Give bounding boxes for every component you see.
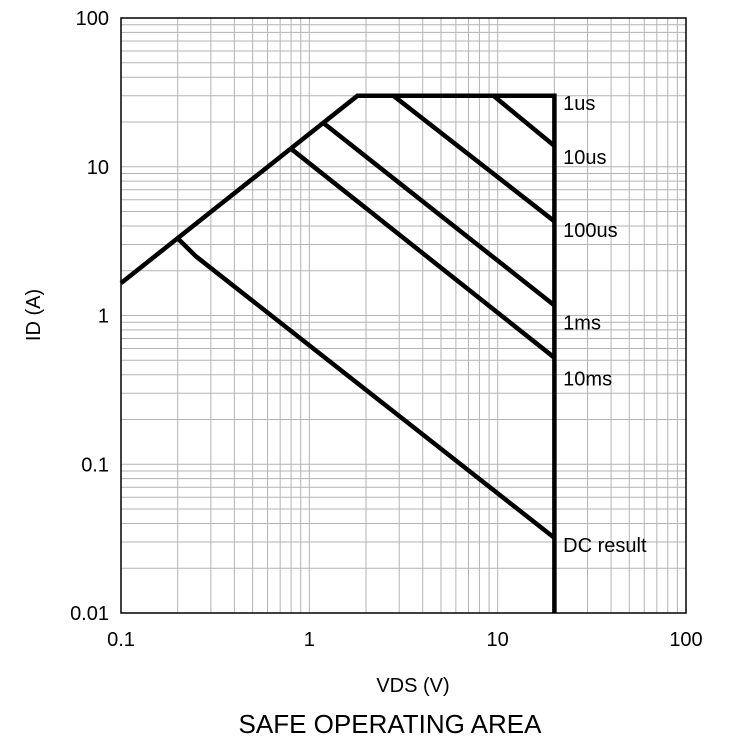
curve-label: 1ms bbox=[563, 313, 601, 335]
series-line-dc-result bbox=[176, 236, 556, 540]
tick-labels: 0.1 1 10 100 0.01 0.1 1 10 100 bbox=[70, 8, 703, 651]
y-tick-label: 10 bbox=[87, 157, 109, 179]
curve-label: DC result bbox=[563, 535, 647, 557]
y-tick-label: 100 bbox=[76, 8, 109, 30]
plot-frame bbox=[120, 17, 687, 614]
y-axis-label: ID (A) bbox=[23, 289, 45, 341]
chart-title: SAFE OPERATING AREA bbox=[239, 709, 543, 738]
grid bbox=[120, 18, 686, 614]
x-tick-label: 10 bbox=[487, 629, 509, 651]
x-tick-label: 100 bbox=[669, 629, 702, 651]
series-line-100us bbox=[322, 121, 556, 308]
y-tick-label: 0.1 bbox=[81, 454, 109, 476]
x-axis-label: VDS (V) bbox=[376, 675, 449, 697]
series-line-1us bbox=[492, 94, 556, 148]
curve-label: 1us bbox=[563, 93, 595, 115]
y-tick-label: 1 bbox=[98, 306, 109, 328]
series-line-10us bbox=[392, 94, 556, 224]
x-tick-label: 1 bbox=[304, 629, 315, 651]
series-line-1ms bbox=[289, 147, 556, 360]
plot-border bbox=[120, 17, 687, 614]
series-lines bbox=[119, 93, 557, 613]
curve-labels: 1us 10us 100us 1ms 10ms DC result bbox=[563, 93, 647, 557]
curve-label: 10ms bbox=[563, 369, 612, 391]
x-tick-label: 0.1 bbox=[107, 629, 135, 651]
y-tick-label: 0.01 bbox=[70, 603, 109, 625]
curve-label: 10us bbox=[563, 147, 606, 169]
soa-boundary-line bbox=[119, 93, 557, 613]
curve-label: 100us bbox=[563, 220, 618, 242]
